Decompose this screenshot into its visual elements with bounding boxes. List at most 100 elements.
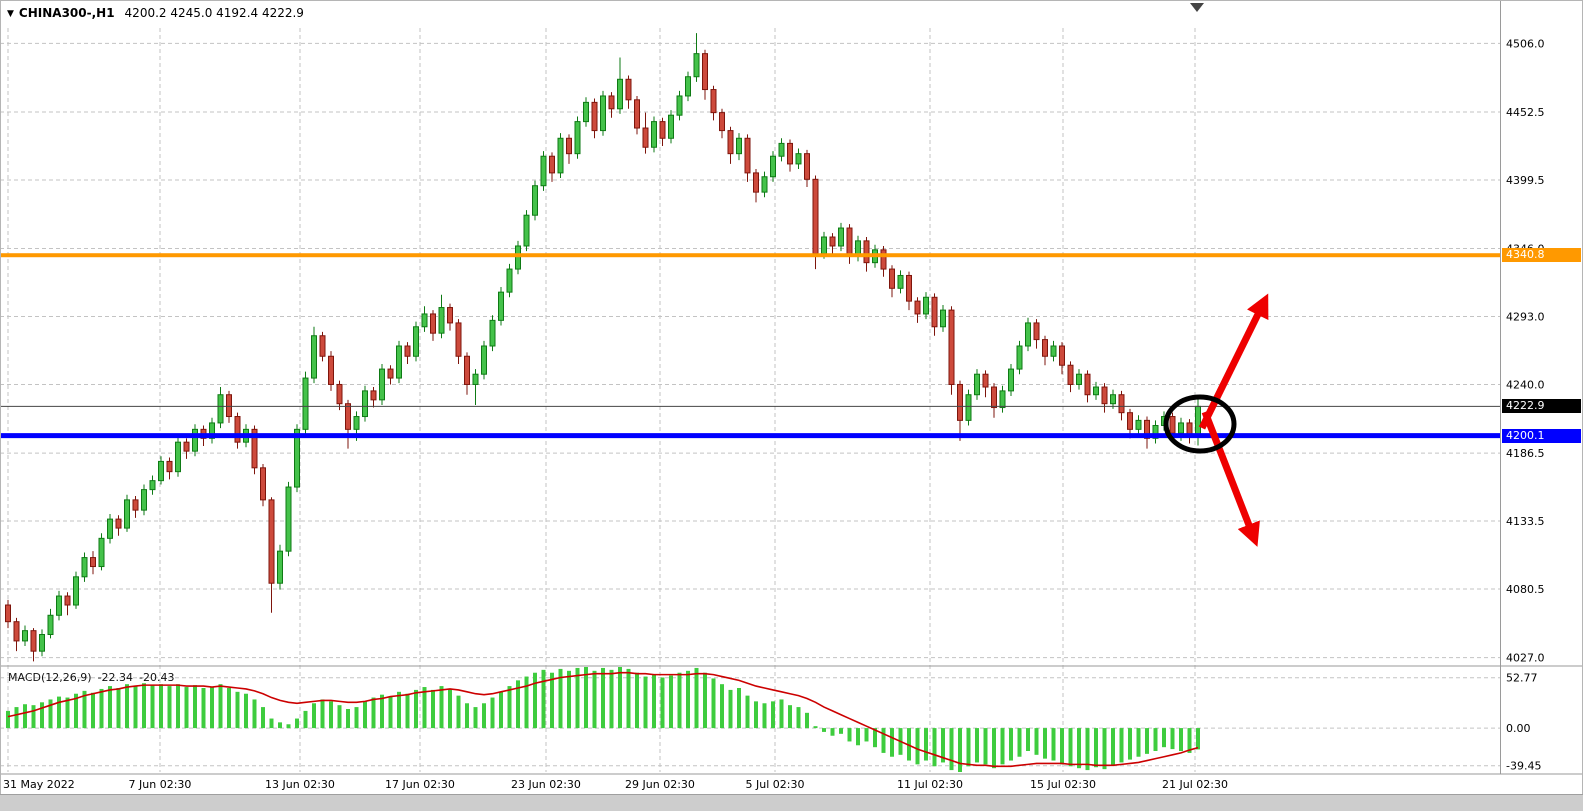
macd-histogram-bar xyxy=(1034,728,1039,755)
macd-histogram-bar xyxy=(864,728,869,742)
candle xyxy=(693,53,700,78)
candle xyxy=(319,335,326,357)
macd-histogram-bar xyxy=(388,696,393,729)
macd-histogram-bar xyxy=(1009,728,1013,761)
candle xyxy=(387,368,394,379)
candle xyxy=(608,95,615,110)
price-axis[interactable] xyxy=(1501,0,1583,774)
macd-histogram-bar xyxy=(1162,728,1166,748)
candle xyxy=(277,550,283,584)
time-axis[interactable] xyxy=(0,775,1500,794)
macd-histogram-bar xyxy=(176,684,180,729)
macd-histogram-bar xyxy=(422,687,427,729)
macd-histogram-bar xyxy=(14,707,19,729)
macd-histogram-bar xyxy=(907,728,911,761)
resistance-line[interactable] xyxy=(0,253,1500,258)
candle xyxy=(22,630,28,642)
symbol-header: ▼ CHINA300-,H1 4200.2 4245.0 4192.4 4222.9 xyxy=(7,6,304,20)
macd-histogram-bar xyxy=(490,697,495,729)
candle xyxy=(1033,322,1040,341)
macd-histogram-bar xyxy=(371,697,376,729)
candle xyxy=(1178,422,1184,434)
candle xyxy=(234,416,241,443)
candle xyxy=(124,499,130,529)
candle xyxy=(736,137,742,155)
macd-histogram-bar xyxy=(312,703,316,729)
candle xyxy=(251,428,258,469)
macd-histogram-bar xyxy=(82,690,87,729)
arrow-annotation-up[interactable] xyxy=(1198,293,1269,430)
macd-histogram-bar xyxy=(516,680,520,729)
candle xyxy=(1067,364,1074,385)
candle xyxy=(311,335,317,379)
candle xyxy=(302,377,309,430)
macd-histogram-bar xyxy=(1077,728,1081,769)
macd-histogram-bar xyxy=(541,669,546,729)
time-axis-label: 17 Jun 02:30 xyxy=(385,778,455,791)
macd-histogram-bar xyxy=(57,696,61,729)
macd-histogram-bar xyxy=(354,707,359,729)
macd-histogram-bar xyxy=(567,670,571,729)
chart-shift-marker-icon xyxy=(1190,3,1204,12)
candle xyxy=(90,557,96,568)
macd-histogram-bar xyxy=(754,701,758,729)
candle xyxy=(294,428,300,488)
macd-histogram-bar xyxy=(252,699,257,729)
macd-histogram-bar xyxy=(414,689,418,729)
macd-histogram-bar xyxy=(805,712,809,729)
macd-histogram-bar xyxy=(694,667,699,729)
macd-indicator-name: MACD(12,26,9) xyxy=(8,671,92,684)
candle xyxy=(285,486,292,552)
macd-histogram-bar xyxy=(235,691,240,729)
macd-histogram-bar xyxy=(473,707,478,729)
macd-histogram-bar xyxy=(669,675,673,729)
candle xyxy=(39,634,45,652)
candle xyxy=(549,155,555,174)
macd-histogram-bar xyxy=(439,686,444,729)
candle xyxy=(676,95,683,116)
candle xyxy=(540,155,547,187)
candle xyxy=(914,300,921,315)
candle xyxy=(523,214,530,247)
candle xyxy=(1008,368,1014,392)
macd-histogram-bar xyxy=(728,689,733,729)
candle xyxy=(1084,373,1091,396)
candle xyxy=(1195,405,1201,437)
candle xyxy=(668,114,674,139)
macd-histogram-bar xyxy=(1170,728,1175,750)
macd-histogram-bar xyxy=(737,688,741,729)
support-line[interactable] xyxy=(0,433,1500,439)
macd-histogram-bar xyxy=(278,722,282,729)
horizontal-scrollbar[interactable] xyxy=(0,794,1583,811)
candle xyxy=(98,537,105,568)
macd-histogram-bar xyxy=(1051,728,1056,761)
candle xyxy=(268,499,275,584)
candle xyxy=(158,460,164,482)
highlight-circle-annotation[interactable] xyxy=(1163,394,1237,454)
arrow-annotation-down[interactable] xyxy=(1201,410,1260,547)
candle xyxy=(795,153,802,165)
candle xyxy=(634,99,640,129)
macd-histogram-bar xyxy=(74,693,78,729)
macd-histogram-bar xyxy=(873,728,877,748)
candle xyxy=(778,142,785,157)
macd-histogram-bar xyxy=(856,728,860,746)
symbol-name: CHINA300-,H1 xyxy=(18,6,115,20)
candle xyxy=(982,373,989,388)
candle xyxy=(430,313,436,334)
macd-histogram-bar xyxy=(822,728,826,732)
candle xyxy=(957,383,963,421)
candle xyxy=(906,274,912,302)
candle xyxy=(166,460,173,473)
candle xyxy=(897,274,904,289)
candle xyxy=(566,137,572,155)
price-axis-label: 4080.5 xyxy=(1506,583,1545,596)
candle xyxy=(5,604,11,623)
candle xyxy=(1093,386,1099,396)
macd-histogram-bar xyxy=(431,689,435,729)
macd-histogram-bar xyxy=(609,669,614,729)
price-axis-label: 4452.5 xyxy=(1506,106,1545,119)
macd-axis-label: 52.77 xyxy=(1506,672,1538,685)
